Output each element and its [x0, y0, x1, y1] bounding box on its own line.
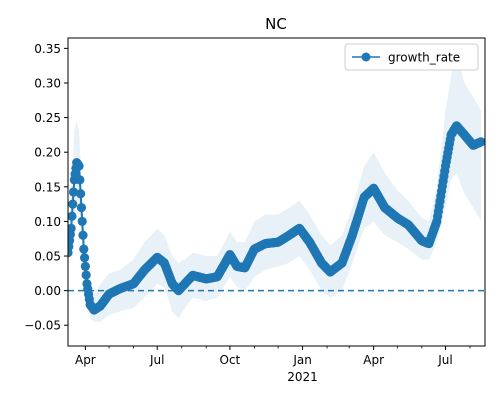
x-tick-label: Apr: [75, 353, 96, 367]
x-tick-label: Jul: [149, 353, 164, 367]
data-point: [81, 270, 91, 280]
y-tick-label: 0.15: [34, 180, 61, 194]
legend-marker-swatch: [361, 52, 371, 62]
data-point: [79, 244, 89, 254]
confidence-band: [68, 55, 482, 322]
y-tick-label: 0.25: [34, 111, 61, 125]
legend-label: growth_rate: [388, 51, 460, 65]
y-tick-label: 0.30: [34, 76, 61, 90]
plot-frame: [67, 37, 486, 347]
data-point: [78, 230, 88, 240]
x-tick-label: Oct: [220, 353, 241, 367]
x-year-label: 2021: [287, 370, 318, 384]
data-point: [68, 187, 79, 197]
legend: growth_rate: [344, 43, 479, 71]
data-point: [68, 199, 78, 209]
x-tick-label: Apr: [363, 353, 384, 367]
data-point: [75, 175, 85, 185]
x-tick-label: Jan: [292, 353, 312, 367]
x-tick-label: Jul: [437, 353, 452, 367]
data-point: [68, 211, 77, 221]
y-tick-label: 0.35: [34, 42, 61, 56]
data-point: [79, 253, 90, 263]
data-point: [76, 202, 87, 213]
data-point: [77, 216, 87, 227]
y-tick-label: −0.05: [24, 319, 61, 333]
data-point: [74, 161, 84, 171]
data-point: [80, 261, 90, 272]
y-tick-label: 0.00: [34, 284, 61, 298]
chart-title: NC: [265, 15, 287, 33]
data-point: [68, 223, 76, 233]
data-point: [76, 189, 86, 199]
y-tick-label: 0.20: [34, 146, 61, 160]
legend-box: [344, 43, 479, 71]
y-tick-label: 0.05: [34, 250, 61, 264]
data-point: [476, 137, 485, 147]
y-tick-label: 0.10: [34, 215, 61, 229]
